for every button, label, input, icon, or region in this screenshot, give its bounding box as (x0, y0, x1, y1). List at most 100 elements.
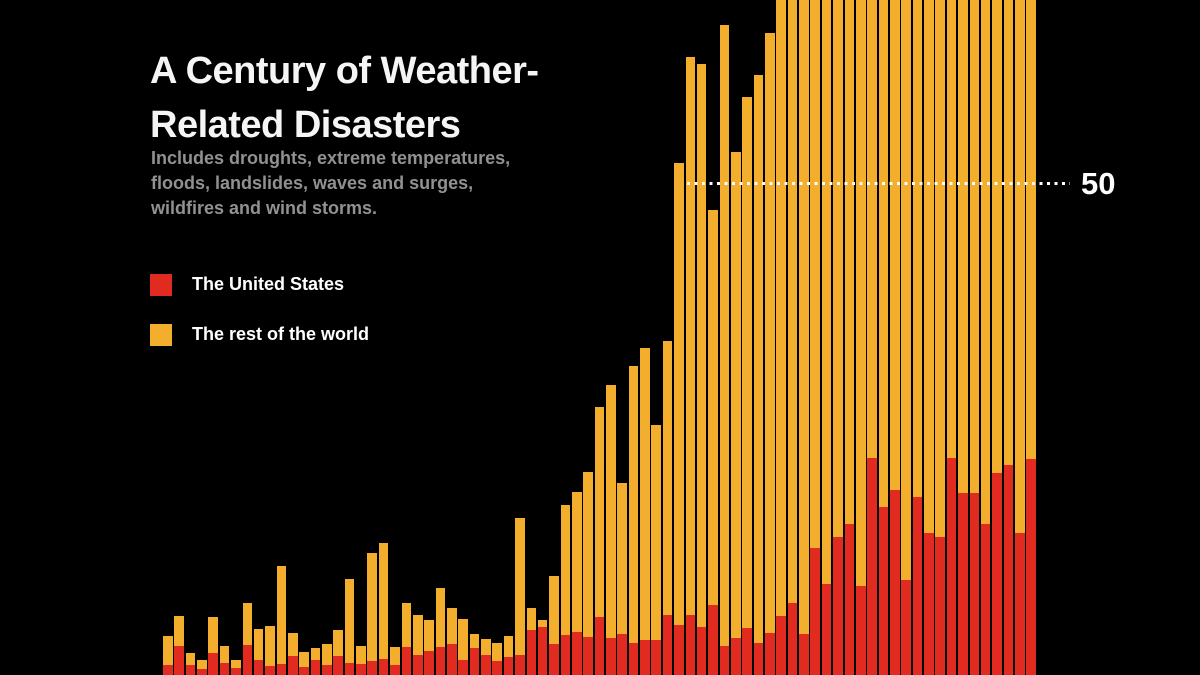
bar-65 (901, 0, 911, 675)
bar-76 (1026, 0, 1036, 675)
bar-50-rest-of-world-segment (730, 151, 741, 638)
bar-2-rest-of-world-segment (185, 653, 196, 666)
bar-11-united-states-segment (287, 656, 298, 675)
bar-48 (708, 209, 718, 675)
bar-35 (560, 504, 571, 675)
bar-0 (163, 635, 173, 675)
bar-52-united-states-segment (753, 642, 764, 675)
bar-45-rest-of-world-segment (674, 163, 684, 625)
bar-63-rest-of-world-segment (878, 0, 889, 507)
bar-30 (503, 635, 514, 675)
bar-10-united-states-segment (276, 664, 287, 675)
bar-48-united-states-segment (708, 605, 718, 675)
bar-28 (481, 638, 491, 675)
bar-62-rest-of-world-segment (867, 0, 877, 458)
bar-15-rest-of-world-segment (333, 629, 343, 657)
bar-51 (742, 97, 752, 675)
bar-28-rest-of-world-segment (481, 638, 491, 656)
bar-37-united-states-segment (583, 636, 593, 675)
bar-16 (344, 578, 355, 675)
bar-65-united-states-segment (901, 579, 911, 675)
bar-51-rest-of-world-segment (742, 97, 752, 628)
bar-28-united-states-segment (481, 655, 491, 675)
bar-17-united-states-segment (356, 664, 366, 675)
bar-6 (231, 660, 241, 675)
bar-71-rest-of-world-segment (969, 0, 980, 493)
bar-38 (594, 407, 605, 675)
bar-52-rest-of-world-segment (753, 74, 764, 643)
bar-7-united-states-segment (242, 644, 253, 675)
bar-33-rest-of-world-segment (537, 619, 548, 627)
bar-23 (424, 619, 434, 675)
bar-66-rest-of-world-segment (912, 0, 923, 497)
bar-13 (310, 648, 321, 675)
bar-72-united-states-segment (980, 523, 991, 675)
bar-55-united-states-segment (787, 603, 798, 675)
bar-39 (606, 384, 616, 675)
bar-56-rest-of-world-segment (799, 0, 809, 634)
bar-46-united-states-segment (685, 615, 696, 675)
bar-7 (242, 603, 253, 675)
bar-20-united-states-segment (390, 665, 400, 675)
bar-14-rest-of-world-segment (322, 643, 332, 666)
bar-48-rest-of-world-segment (708, 209, 718, 606)
bar-13-rest-of-world-segment (310, 648, 321, 661)
bar-0-united-states-segment (163, 665, 173, 675)
bar-29 (492, 642, 503, 675)
bar-74-united-states-segment (1003, 465, 1014, 675)
bar-0-rest-of-world-segment (163, 635, 173, 666)
bar-12-united-states-segment (299, 667, 309, 675)
bar-45 (674, 163, 684, 675)
bar-22-rest-of-world-segment (412, 615, 423, 656)
bar-60 (844, 0, 855, 675)
bar-21-united-states-segment (401, 646, 412, 675)
bar-53-united-states-segment (765, 632, 775, 675)
bar-25-rest-of-world-segment (446, 608, 457, 644)
bar-27-united-states-segment (469, 648, 480, 675)
legend-item-rest-of-world: The rest of the world (150, 323, 369, 346)
bar-39-united-states-segment (606, 637, 616, 675)
legend: The United States The rest of the world (150, 273, 369, 373)
bar-15-united-states-segment (333, 656, 343, 675)
bar-5 (219, 645, 230, 675)
bar-21-rest-of-world-segment (401, 603, 412, 647)
bar-24-rest-of-world-segment (435, 588, 446, 648)
bar-54-united-states-segment (776, 616, 786, 675)
bar-53-rest-of-world-segment (765, 33, 775, 633)
bar-26 (458, 618, 468, 675)
bar-62-united-states-segment (867, 457, 877, 675)
bar-43 (651, 425, 662, 675)
bar-17 (356, 645, 366, 675)
bar-59-rest-of-world-segment (833, 0, 843, 538)
bar-50 (730, 151, 741, 675)
bar-6-united-states-segment (231, 668, 241, 675)
stacked-bar-chart (163, 0, 1036, 675)
bar-14 (322, 643, 332, 675)
reference-line-50 (687, 182, 1070, 185)
bar-58-united-states-segment (821, 583, 832, 675)
bar-68 (935, 0, 946, 675)
bar-32-rest-of-world-segment (526, 608, 537, 630)
bar-18 (367, 553, 378, 675)
bar-22 (412, 615, 423, 675)
bar-17-rest-of-world-segment (356, 645, 366, 665)
bar-4-rest-of-world-segment (208, 617, 219, 654)
bar-2-united-states-segment (185, 665, 196, 675)
bar-1-united-states-segment (174, 645, 184, 675)
bar-1 (174, 616, 184, 675)
bar-38-united-states-segment (594, 616, 605, 675)
bar-18-rest-of-world-segment (367, 553, 378, 662)
bar-60-united-states-segment (844, 524, 855, 675)
bar-13-united-states-segment (310, 660, 321, 675)
bar-40-united-states-segment (617, 633, 627, 675)
bar-31-rest-of-world-segment (515, 517, 525, 656)
bar-65-rest-of-world-segment (901, 0, 911, 580)
bar-33-united-states-segment (537, 626, 548, 675)
legend-swatch-rest-of-world (150, 323, 172, 346)
bar-41 (628, 366, 639, 675)
bar-5-rest-of-world-segment (219, 645, 230, 664)
bar-69-rest-of-world-segment (946, 0, 957, 458)
bar-38-rest-of-world-segment (594, 407, 605, 617)
bar-71-united-states-segment (969, 493, 980, 675)
